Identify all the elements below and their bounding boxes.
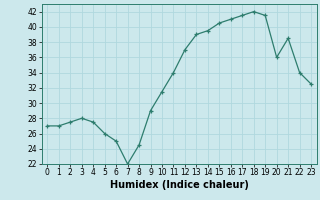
X-axis label: Humidex (Indice chaleur): Humidex (Indice chaleur) [110,180,249,190]
